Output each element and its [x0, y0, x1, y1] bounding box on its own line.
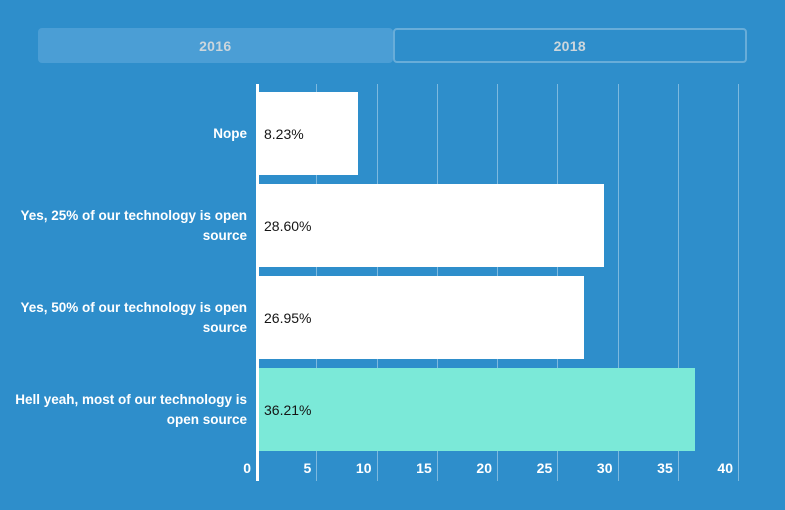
category-label: Yes, 25% of our technology is open sourc…: [20, 207, 247, 243]
gridline: [677, 84, 679, 481]
bar[interactable]: 8.23%: [259, 92, 359, 175]
category-label: Hell yeah, most of our technology is ope…: [15, 391, 247, 427]
x-tick-label: 40: [717, 460, 733, 476]
x-tick-label: 30: [596, 460, 613, 476]
bar[interactable]: 28.60%: [259, 184, 604, 267]
x-axis-line: [256, 84, 259, 481]
bar-chart: Nope Yes, 25% of our technology is open s…: [0, 84, 785, 481]
bar-value-label: 36.21%: [264, 401, 312, 418]
category-label: Nope: [213, 125, 247, 141]
tab-2018[interactable]: 2018: [392, 28, 747, 63]
x-tick-label: 5: [303, 460, 312, 476]
year-tab-bar: 2016 2018: [38, 28, 747, 63]
x-tick-label: 0: [243, 460, 251, 476]
gridline: [738, 84, 739, 481]
gridline: [617, 84, 619, 481]
tab-2016[interactable]: 2016: [38, 28, 393, 63]
bar-value-label: 28.60%: [264, 217, 312, 234]
bar-value-label: 26.95%: [264, 309, 312, 326]
category-label: Yes, 50% of our technology is open sourc…: [20, 299, 247, 335]
bar-value-label: 8.23%: [264, 125, 304, 142]
category-labels: Nope Yes, 25% of our technology is open s…: [0, 84, 247, 481]
bar[interactable]: 36.21%: [259, 368, 696, 451]
bar[interactable]: 26.95%: [259, 276, 584, 359]
x-tick-label: 20: [476, 460, 492, 476]
x-tick-label: 35: [657, 460, 673, 476]
x-tick-label: 15: [416, 460, 432, 476]
x-tick-label: 25: [536, 460, 553, 476]
plot-area: 0 5 10 15 20 25 30 35 40 8.23% 28.60% 26.95% 36.21%: [243, 84, 785, 481]
x-tick-label: 10: [355, 460, 372, 476]
